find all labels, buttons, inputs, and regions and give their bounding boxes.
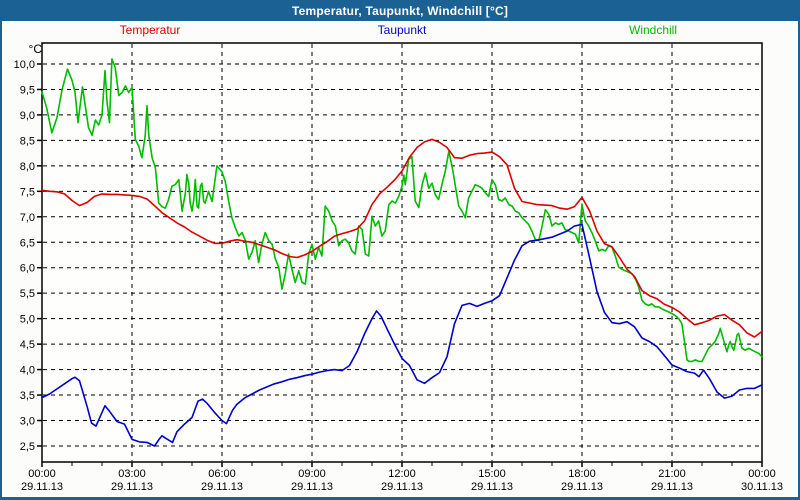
x-time-label: 18:00 — [568, 468, 596, 480]
x-date-label: 30.11.13 — [741, 481, 783, 493]
y-tick-label: 2,5 — [20, 441, 35, 453]
x-date-label: 29.11.13 — [201, 481, 243, 493]
y-tick-label: 5,5 — [20, 288, 35, 300]
x-time-label: 12:00 — [388, 468, 416, 480]
x-date-label: 29.11.13 — [561, 481, 603, 493]
series-line-windchill — [41, 58, 763, 363]
y-tick-label: 4,0 — [20, 365, 35, 377]
x-time-label: 21:00 — [658, 468, 686, 480]
x-time-label: 00:00 — [28, 468, 56, 480]
y-tick-label: 10,0 — [14, 59, 35, 71]
x-date-label: 29.11.13 — [111, 481, 153, 493]
y-tick-label: 9,5 — [20, 84, 35, 96]
x-time-label: 06:00 — [208, 468, 236, 480]
y-tick-label: 6,0 — [20, 263, 35, 275]
legend: Temperatur Taupunkt Windchill — [2, 23, 798, 39]
x-date-label: 29.11.13 — [651, 481, 693, 493]
legend-windchill-label: Windchill — [628, 23, 678, 37]
y-tick-label: 7,0 — [20, 212, 35, 224]
legend-temperatur-label: Temperatur — [119, 23, 181, 37]
x-time-label: 15:00 — [478, 468, 506, 480]
y-tick-label: 6,5 — [20, 237, 35, 249]
x-time-label: 00:00 — [748, 468, 776, 480]
x-date-label: 29.11.13 — [21, 481, 63, 493]
x-date-label: 29.11.13 — [471, 481, 513, 493]
y-axis-unit-label: °C — [29, 42, 43, 56]
y-tick-label: 4,5 — [20, 339, 35, 351]
x-date-label: 29.11.13 — [291, 481, 333, 493]
title-bar: Temperatur, Taupunkt, Windchill [°C] — [2, 0, 798, 21]
y-tick-label: 9,0 — [20, 110, 35, 122]
y-tick-label: 5,0 — [20, 314, 35, 326]
y-tick-label: 7,5 — [20, 186, 35, 198]
series-line-taupunkt — [41, 223, 763, 447]
window-title: Temperatur, Taupunkt, Windchill [°C] — [291, 3, 509, 18]
y-tick-label: 8,0 — [20, 161, 35, 173]
x-time-label: 03:00 — [118, 468, 146, 480]
legend-taupunkt-label: Taupunkt — [377, 23, 427, 37]
y-tick-label: 8,5 — [20, 135, 35, 147]
x-time-label: 09:00 — [298, 468, 326, 480]
y-tick-label: 3,0 — [20, 416, 35, 428]
series-line-temperatur — [41, 138, 763, 338]
x-date-label: 29.11.13 — [381, 481, 423, 493]
y-tick-label: 3,5 — [20, 390, 35, 402]
